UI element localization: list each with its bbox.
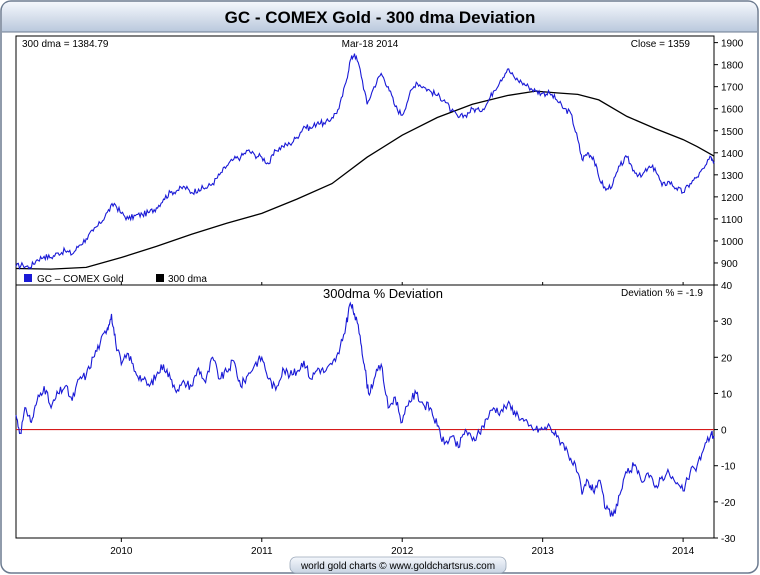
deviation-title: 300dma % Deviation bbox=[323, 286, 443, 301]
price-y-axis: 900 1000 1100 1200 1300 1400 1500 1600 1700 1800 1… bbox=[714, 39, 744, 270]
dma-readout: 300 dma = 1384.79 bbox=[22, 39, 109, 50]
price-y-tick-label: 1900 bbox=[721, 39, 744, 50]
legend-swatch-gold bbox=[24, 274, 32, 282]
price-y-tick-label: 1300 bbox=[721, 171, 744, 182]
deviation-y-axis: -30 -20 -10 0 10 20 30 40 bbox=[714, 281, 736, 545]
price-y-tick-label: 1200 bbox=[721, 193, 744, 204]
deviation-readout: Deviation % = -1.9 bbox=[621, 288, 703, 299]
deviation-y-tick-label: 30 bbox=[721, 317, 733, 328]
price-y-tick-label: 1700 bbox=[721, 83, 744, 94]
price-panel bbox=[15, 35, 715, 286]
close-readout: Close = 1359 bbox=[631, 39, 691, 50]
deviation-y-tick-label: -10 bbox=[721, 462, 736, 473]
footer-credit: world gold charts © www.goldchartsrus.co… bbox=[300, 561, 495, 572]
x-tick-label: 2010 bbox=[110, 546, 133, 557]
deviation-y-tick-label: 0 bbox=[721, 426, 727, 437]
dma-line bbox=[15, 90, 715, 270]
price-y-tick-label: 1500 bbox=[721, 127, 744, 138]
date-readout: Mar-18 2014 bbox=[342, 39, 399, 50]
chart-title: GC - COMEX Gold - 300 dma Deviation bbox=[225, 8, 536, 27]
price-y-tick-label: 1600 bbox=[721, 105, 744, 116]
legend-label-gold: GC – COMEX Gold bbox=[37, 274, 124, 285]
legend-label-dma: 300 dma bbox=[168, 274, 207, 285]
price-y-tick-label: 1400 bbox=[721, 149, 744, 160]
deviation-line bbox=[15, 301, 715, 517]
x-tick-label: 2011 bbox=[251, 546, 273, 557]
deviation-y-tick-label: 10 bbox=[721, 389, 733, 400]
x-tick-label: 2013 bbox=[532, 546, 555, 557]
x-tick-label: 2012 bbox=[391, 546, 414, 557]
deviation-panel bbox=[15, 284, 715, 539]
deviation-y-tick-label: -20 bbox=[721, 498, 736, 509]
price-y-tick-label: 1800 bbox=[721, 61, 744, 72]
x-tick-label: 2014 bbox=[672, 546, 695, 557]
price-y-tick-label: 1100 bbox=[721, 215, 743, 226]
deviation-y-tick-label: 20 bbox=[721, 353, 733, 364]
price-y-tick-label: 900 bbox=[721, 259, 738, 270]
price-y-tick-label: 1000 bbox=[721, 237, 744, 248]
header-bar bbox=[2, 2, 757, 32]
deviation-y-tick-label: -30 bbox=[721, 534, 736, 545]
x-axis: 2010 2011 2012 2013 2014 bbox=[110, 282, 695, 557]
gold-price-line bbox=[15, 53, 715, 270]
deviation-y-tick-label: 40 bbox=[721, 281, 733, 292]
footer-bar bbox=[289, 556, 507, 574]
legend-swatch-dma bbox=[156, 274, 164, 282]
